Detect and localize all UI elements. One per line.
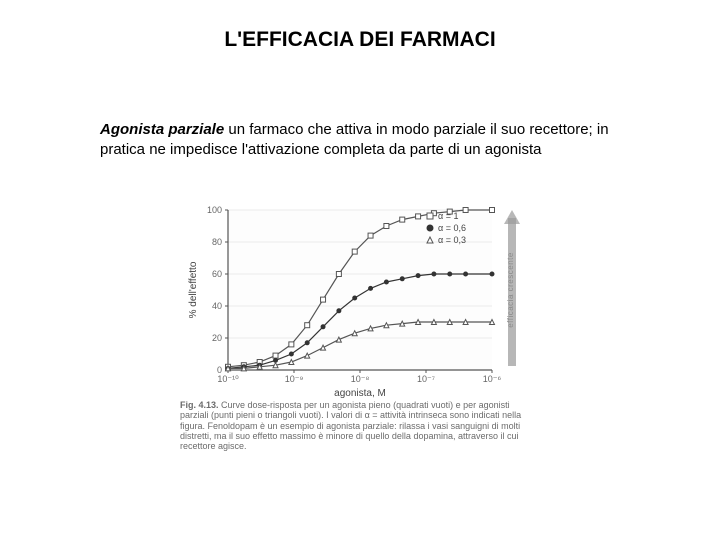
svg-text:α = 0,3: α = 0,3 [438,235,466,245]
svg-text:40: 40 [212,301,222,311]
svg-text:10⁻⁶: 10⁻⁶ [483,374,502,384]
svg-text:10⁻⁷: 10⁻⁷ [417,374,435,384]
dose-response-chart: 02040608010010⁻¹⁰10⁻⁹10⁻⁸10⁻⁷10⁻⁶% dell'… [180,200,540,400]
term-agonista-parziale: Agonista parziale [100,121,224,138]
page-title: L'EFFICACIA DEI FARMACI [0,28,720,52]
svg-text:efficacia crescente: efficacia crescente [506,252,515,328]
svg-text:60: 60 [212,269,222,279]
svg-text:agonista, M: agonista, M [334,388,386,399]
caption-body: Curve dose-risposta per un agonista pien… [180,400,521,451]
svg-text:10⁻⁹: 10⁻⁹ [285,374,304,384]
svg-text:20: 20 [212,333,222,343]
svg-text:α = 1: α = 1 [438,211,458,221]
svg-text:% dell'effetto: % dell'effetto [188,261,199,318]
svg-text:10⁻⁸: 10⁻⁸ [351,374,370,384]
svg-text:80: 80 [212,237,222,247]
figure-caption: Fig. 4.13. Curve dose-risposta per un ag… [180,400,540,452]
caption-head: Fig. 4.13. [180,400,219,410]
svg-text:100: 100 [207,205,222,215]
definition-paragraph: Agonista parziale un farmaco che attiva … [100,120,620,161]
dose-response-figure: 02040608010010⁻¹⁰10⁻⁹10⁻⁸10⁻⁷10⁻⁶% dell'… [180,200,540,500]
svg-text:10⁻¹⁰: 10⁻¹⁰ [217,374,239,384]
svg-text:α = 0,6: α = 0,6 [438,223,466,233]
